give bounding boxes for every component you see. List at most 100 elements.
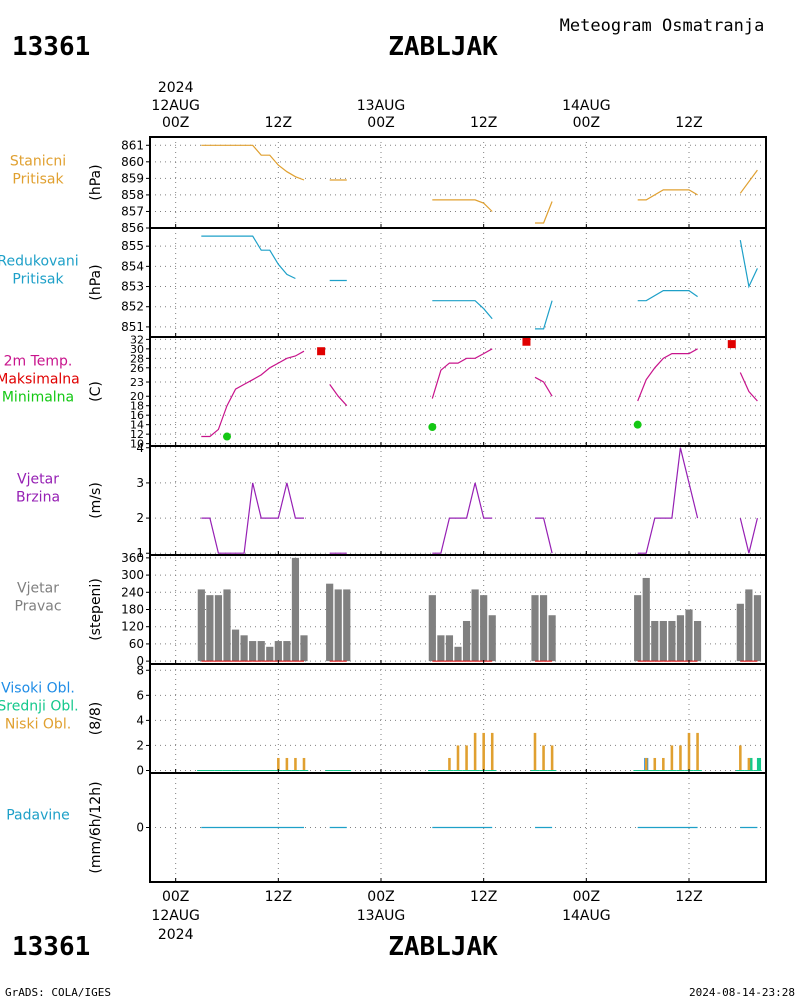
y-tick-label: 2 xyxy=(136,738,144,752)
wind-direction-bar xyxy=(428,595,436,662)
y-tick-label: 852 xyxy=(121,300,144,314)
wind-direction-bar xyxy=(736,603,744,662)
time-tick-label-bottom: 00Z xyxy=(162,889,189,905)
tmax-marker xyxy=(727,340,736,349)
wind-direction-bar xyxy=(676,615,685,662)
y-tick-label: 855 xyxy=(121,239,144,253)
series-line xyxy=(535,201,553,224)
low-cloud-bar xyxy=(482,732,485,771)
wind-direction-bar xyxy=(462,620,471,662)
station-id-bottom: 13361 xyxy=(12,932,90,962)
series-line xyxy=(535,517,553,554)
y-tick-label: 0 xyxy=(136,654,144,668)
series-line xyxy=(739,372,758,402)
panel-vjetar-brzina: 1 2 3 4 (m/s) Vjetar Brzina xyxy=(16,441,767,560)
time-tick-label-bottom: 00Z xyxy=(367,889,394,905)
unit-label: (m/s) xyxy=(88,482,104,519)
station-name-bottom: ZABLJAK xyxy=(388,932,498,962)
time-tick-label-top: 00Z xyxy=(367,115,394,131)
day-label-bottom: 14AUG xyxy=(562,908,611,924)
tmax-marker xyxy=(522,337,531,346)
y-tick-label: 12 xyxy=(130,428,144,441)
y-tick-label: 4 xyxy=(136,713,144,727)
panel-frame xyxy=(149,772,767,883)
y-tick-label: 20 xyxy=(130,390,144,403)
panel-label: Visoki Obl. xyxy=(1,681,75,697)
unit-label: (hPa) xyxy=(88,164,104,200)
wind-direction-bar xyxy=(274,641,282,662)
y-tick-label: 360 xyxy=(121,551,144,565)
time-tick-label-top: 12Z xyxy=(470,115,497,131)
low-cloud-bar xyxy=(533,732,537,771)
y-tick-label: 60 xyxy=(129,637,144,651)
panel-vjetar-pravac: 0 60 120 180 240 300 360 (stepeni) Vjetar Pravac xyxy=(14,551,767,668)
y-tick-label: 4 xyxy=(136,441,144,455)
y-tick-label: 0 xyxy=(136,821,144,835)
series-line xyxy=(535,300,553,330)
y-tick-label: 854 xyxy=(121,259,144,273)
y-tick-label: 14 xyxy=(130,419,144,432)
panel-label: Stanicni xyxy=(10,154,66,170)
y-tick-label: 300 xyxy=(121,568,144,582)
tmin-marker xyxy=(223,432,231,441)
y-tick-label: 26 xyxy=(130,362,144,375)
unit-label: (mm/6h/12h) xyxy=(88,781,104,873)
wind-direction-bar xyxy=(223,589,231,662)
y-tick-label: 28 xyxy=(130,352,144,365)
meteogram-panels: 00Z 00Z 12Z 12Z 00Z 00Z 12Z 12Z 00Z 00Z 12Z 12Z 12AU… xyxy=(0,80,767,943)
series-line xyxy=(432,482,493,554)
mid-cloud-bar xyxy=(756,757,762,771)
series-line xyxy=(201,235,296,280)
y-tick-label: 857 xyxy=(121,204,144,218)
y-tick-label: 120 xyxy=(121,620,144,634)
wind-direction-bar xyxy=(745,589,753,662)
y-tick-label: 16 xyxy=(130,409,144,422)
wind-direction-bar xyxy=(480,595,488,662)
unit-label: (stepeni) xyxy=(88,578,104,641)
time-tick-label-top: 00Z xyxy=(162,115,189,131)
y-tick-label: 853 xyxy=(121,280,144,294)
panel-frame xyxy=(149,227,767,338)
wind-direction-bar xyxy=(634,595,642,662)
wind-direction-bar xyxy=(651,620,659,662)
y-tick-label: 180 xyxy=(121,603,144,617)
time-tick-label-bottom: 12Z xyxy=(470,889,497,905)
y-tick-label: 856 xyxy=(121,221,144,235)
wind-direction-bar xyxy=(488,615,496,662)
low-cloud-bar xyxy=(644,757,648,771)
time-tick-label-bottom: 12Z xyxy=(265,889,292,905)
panel-label: Vjetar xyxy=(17,472,59,488)
series-line xyxy=(329,384,348,407)
series-line xyxy=(534,376,553,397)
y-tick-label: 18 xyxy=(130,400,144,413)
series-line xyxy=(201,482,304,554)
timestamp-text: 2024-08-14-23:28 xyxy=(689,986,795,999)
unit-label: (C) xyxy=(88,381,104,402)
low-cloud-bar xyxy=(302,757,306,771)
time-tick-label-bottom: 00Z xyxy=(573,889,600,905)
wind-direction-bar xyxy=(334,589,342,662)
wind-direction-bar xyxy=(668,620,676,662)
wind-direction-bar xyxy=(283,641,291,662)
y-tick-label: 240 xyxy=(121,585,144,599)
panel-label: Minimalna xyxy=(2,390,74,406)
wind-direction-bar xyxy=(249,641,257,662)
wind-direction-bar xyxy=(257,641,265,662)
day-label-top: 13AUG xyxy=(357,98,406,114)
year-label-bottom: 2024 xyxy=(158,927,194,943)
wind-direction-bar xyxy=(343,589,351,662)
time-tick-label-top: 00Z xyxy=(573,115,600,131)
y-tick-label: 861 xyxy=(121,138,144,152)
panel-padavine: 0 (mm/6h/12h) Padavine xyxy=(6,772,767,883)
time-tick-label-bottom: 12Z xyxy=(675,889,702,905)
low-cloud-bar xyxy=(550,745,554,771)
panel-stanicni-pritisak: 856 857 858 859 860 861 (hPa) Stanicni Pritisak xyxy=(10,136,767,235)
y-tick-label: 860 xyxy=(121,155,144,169)
wind-direction-bar xyxy=(445,635,454,662)
wind-direction-bar xyxy=(437,635,445,662)
panel-label: Pravac xyxy=(14,599,61,615)
low-cloud-bar xyxy=(679,745,682,771)
wind-direction-bar xyxy=(214,595,223,662)
